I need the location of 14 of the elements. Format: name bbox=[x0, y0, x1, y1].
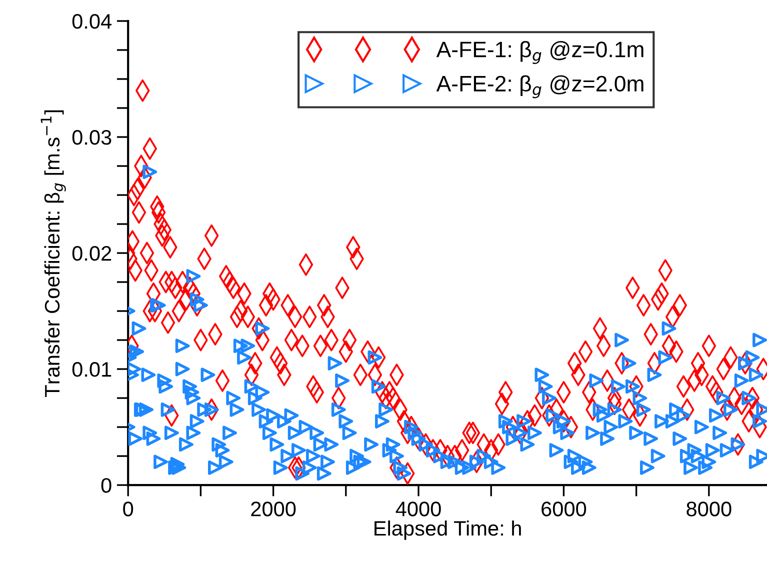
legend-label: A-FE-1: β$_{g}$ @z=0.1m bbox=[436, 41, 644, 64]
y-axis-title: Transfer Coefficient: β$_{g}$ [m.s$^{−1}$] bbox=[40, 110, 66, 397]
y-tick-label: 0.04 bbox=[72, 14, 112, 29]
legend-label: A-FE-2: β$_{g}$ @z=2.0m bbox=[436, 75, 644, 98]
x-tick-label: 6000 bbox=[542, 502, 586, 516]
x-tick-label: 8000 bbox=[686, 502, 732, 516]
x-tick-label: 4000 bbox=[396, 502, 441, 516]
y-tick-label: 0.01 bbox=[72, 362, 112, 377]
x-tick-label: 0 bbox=[123, 502, 134, 516]
x-tick-label: 2000 bbox=[251, 502, 296, 516]
y-tick-label: 0 bbox=[101, 478, 112, 493]
y-tick-label: 0.03 bbox=[72, 130, 112, 145]
x-axis-title: Elapsed Time: h bbox=[374, 520, 521, 540]
y-tick-label: 0.02 bbox=[72, 246, 112, 261]
